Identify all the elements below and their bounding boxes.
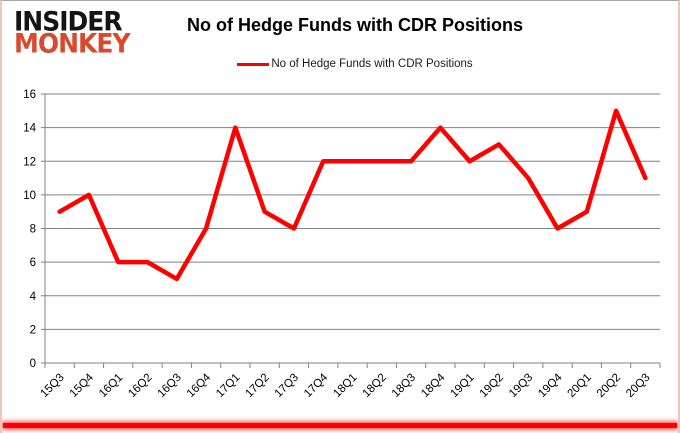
data-series-line [57, 108, 648, 282]
x-axis-label: 15Q3 [38, 372, 66, 400]
legend-line-swatch [237, 62, 270, 66]
bottom-red-accent-bar [3, 423, 677, 428]
x-axis-label: 16Q2 [126, 372, 154, 400]
y-axis-label: 16 [23, 89, 36, 101]
legend-label: No of Hedge Funds with CDR Positions [271, 58, 473, 70]
x-axis-label: 16Q1 [97, 372, 125, 400]
x-axis-label: 19Q1 [448, 372, 476, 400]
logo-line1: INSIDER [14, 6, 123, 37]
x-axis-label: 19Q4 [536, 371, 565, 400]
x-axis-label: 20Q2 [595, 372, 623, 400]
insider-monkey-logo: INSIDER MONKEY [14, 6, 131, 59]
y-axis-label: 0 [30, 358, 36, 370]
x-axis-label: 16Q3 [156, 372, 184, 400]
x-axis-label: 16Q4 [185, 371, 214, 400]
x-axis-label: 19Q2 [478, 372, 506, 400]
y-axis-label: 14 [23, 123, 36, 135]
x-axis-label: 15Q4 [68, 371, 97, 400]
y-axis-label: 6 [30, 257, 36, 269]
x-axis-label: 18Q3 [390, 372, 418, 400]
x-axis-label: 18Q2 [361, 372, 389, 400]
y-axis-label: 8 [30, 224, 36, 236]
logo-line2: MONKEY [14, 28, 131, 59]
y-axis-label: 2 [30, 324, 36, 336]
x-axis-label: 20Q1 [566, 372, 594, 400]
y-axis-label: 10 [23, 190, 36, 202]
x-axis-label: 19Q3 [507, 372, 535, 400]
chart-legend: No of Hedge Funds with CDR Positions [2, 58, 678, 70]
x-axis-label: 17Q4 [302, 371, 331, 400]
x-axis-label: 18Q1 [331, 372, 359, 400]
x-axis-label: 17Q3 [273, 372, 301, 400]
x-axis-label: 17Q2 [243, 372, 271, 400]
x-axis-label: 17Q1 [214, 372, 242, 400]
chart-title: No of Hedge Funds with CDR Positions [187, 15, 523, 35]
x-axis-label: 20Q3 [624, 372, 652, 400]
y-axis-label: 4 [30, 291, 37, 303]
x-axis-label: 18Q4 [419, 371, 448, 400]
y-axis-label: 12 [23, 156, 36, 168]
